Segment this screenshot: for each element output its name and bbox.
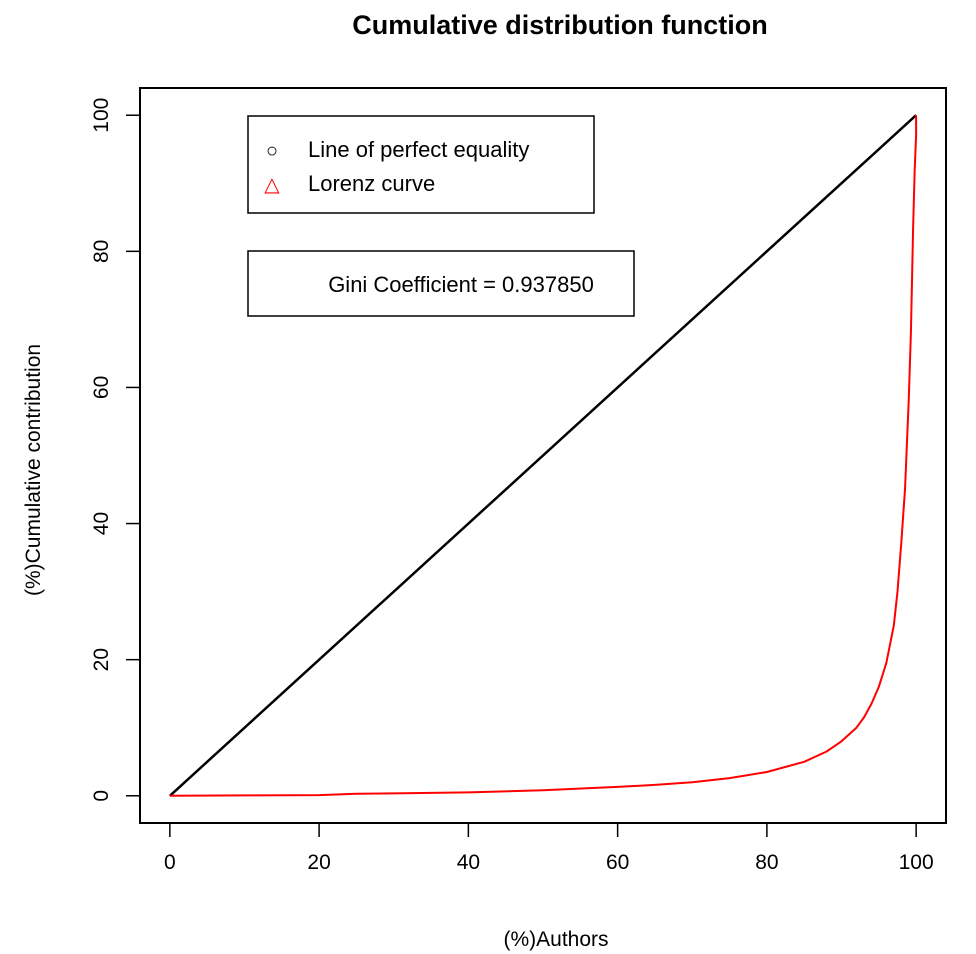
y-tick-label: 80 [90, 240, 113, 263]
y-tick-label: 100 [90, 98, 113, 133]
x-axis-label: (%)Authors [503, 928, 608, 951]
legend-symbol-triangle: △ [264, 174, 280, 196]
y-tick-label: 40 [90, 512, 113, 535]
x-tick-label: 0 [164, 851, 176, 874]
legend-label-lorenz: Lorenz curve [308, 171, 435, 196]
y-tick-label: 60 [90, 376, 113, 399]
y-axis: 0 20 40 60 80 100 [90, 98, 140, 802]
plot-frame [139, 87, 947, 824]
gini-annotation-box: Gini Coefficient = 0.937850 [247, 250, 635, 317]
x-tick-label: 60 [606, 851, 629, 874]
gini-coefficient-text: Gini Coefficient = 0.937850 [328, 272, 594, 297]
legend-frame [247, 115, 595, 214]
y-axis-label: (%)Cumulative contribution [22, 344, 45, 596]
equality-line [169, 114, 917, 797]
chart-title: Cumulative distribution function [352, 10, 767, 40]
legend-label-equality: Line of perfect equality [308, 137, 529, 162]
x-tick-label: 100 [899, 851, 934, 874]
x-tick-label: 20 [307, 851, 330, 874]
legend-symbol-circle: ○ [266, 140, 278, 162]
gini-frame [247, 250, 635, 317]
x-tick-label: 80 [755, 851, 778, 874]
y-tick-label: 0 [90, 790, 113, 802]
x-axis: 0 20 40 60 80 100 [164, 823, 934, 874]
y-tick-label: 20 [90, 648, 113, 671]
legend-box: ○ Line of perfect equality △ Lorenz curv… [247, 115, 595, 214]
lorenz-curve [169, 115, 918, 797]
x-tick-label: 40 [457, 851, 480, 874]
series-layer [169, 114, 918, 797]
